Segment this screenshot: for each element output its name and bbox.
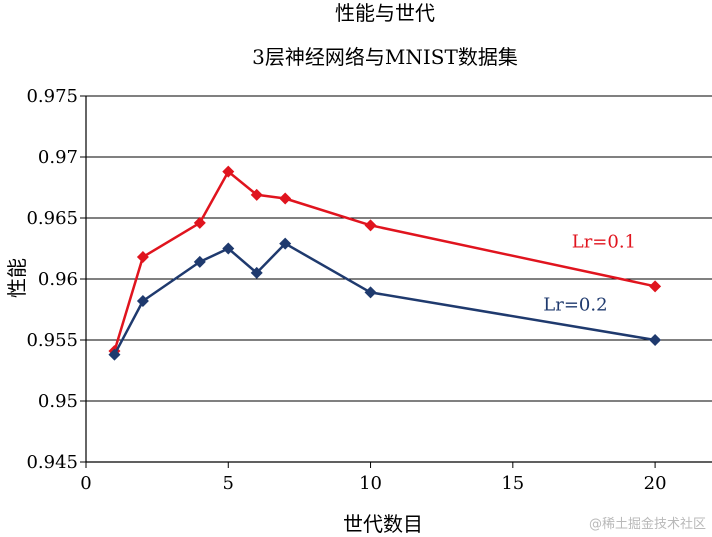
data-point-marker [279,237,292,250]
x-tick-label: 5 [223,473,234,494]
y-tick-label: 0.965 [26,208,78,229]
chart-subtitle: 3层神经网络与MNIST数据集 [252,45,518,69]
series-label: Lr=0.2 [543,295,607,316]
y-axis-title: 性能 [5,258,29,298]
data-point-marker [250,188,263,201]
series-labels: Lr=0.1 Lr=0.2 [543,231,636,315]
y-axis-ticks: 0.945 0.95 0.955 0.96 0.965 0.97 0.975 [26,86,86,473]
data-point-marker [364,286,377,299]
y-tick-label: 0.945 [26,452,78,473]
data-point-marker [222,242,235,255]
x-axis-ticks: 0 5 10 15 20 [80,462,667,494]
data-point-marker [193,216,206,229]
x-tick-label: 20 [644,473,667,494]
data-point-marker [649,334,662,346]
x-tick-label: 15 [501,473,524,494]
data-point-marker [250,266,263,279]
x-tick-label: 10 [359,473,382,494]
series-label: Lr=0.1 [572,231,636,252]
data-point-marker [193,255,206,268]
series-line [113,170,656,352]
data-point-marker [279,192,292,205]
y-tick-label: 0.955 [26,330,78,351]
y-tick-label: 0.95 [38,391,78,412]
y-tick-label: 0.96 [38,269,78,290]
data-point-marker [364,219,377,232]
data-point-marker [222,165,235,178]
chart-title: 性能与世代 [335,1,435,25]
x-tick-label: 0 [80,473,91,494]
watermark: @稀土掘金技术社区 [589,516,706,532]
data-point-marker [136,294,149,307]
data-point-marker [136,251,149,264]
data-point-marker [649,280,662,293]
y-tick-label: 0.97 [38,147,78,168]
series-group [108,165,662,361]
x-axis-title: 世代数目 [343,512,423,536]
y-tick-label: 0.975 [26,86,78,107]
data-point-marker [108,348,121,361]
series-line [113,242,656,356]
gridlines [86,95,712,402]
